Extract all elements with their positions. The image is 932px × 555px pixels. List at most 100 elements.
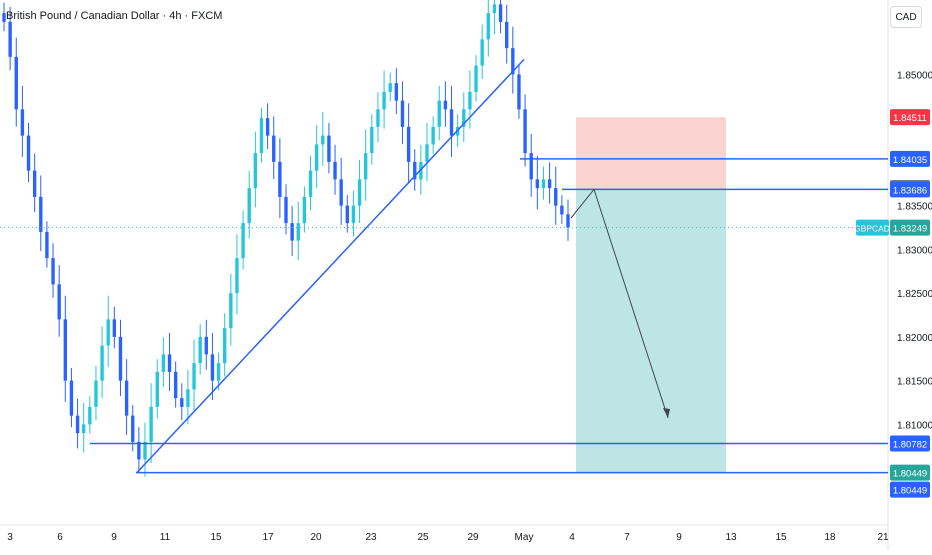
y-tick-label: 1.85000 bbox=[897, 70, 932, 81]
candle-up bbox=[462, 109, 466, 127]
y-tick-label: 1.81000 bbox=[897, 420, 932, 431]
x-tick-label: 15 bbox=[210, 532, 222, 543]
candle-up bbox=[216, 363, 221, 381]
price-tag-label: 1.80449 bbox=[893, 486, 927, 497]
candle-up bbox=[149, 406, 153, 442]
axis-layer: 1.85000 1.83500 1.83000 1.82500 1.82000 1.815… bbox=[7, 70, 932, 543]
candle-down bbox=[210, 354, 215, 381]
candle-up bbox=[357, 179, 362, 206]
y-tick-label: 1.83500 bbox=[897, 202, 932, 213]
candle-down bbox=[443, 100, 448, 110]
x-tick-label: 4 bbox=[569, 532, 575, 543]
candle-down bbox=[327, 135, 331, 162]
candle-down bbox=[547, 179, 552, 189]
candle-down bbox=[8, 21, 12, 57]
x-tick-label: 9 bbox=[111, 532, 117, 543]
x-tick-label: 21 bbox=[877, 532, 889, 543]
price-tag bbox=[890, 219, 930, 236]
candle-down bbox=[498, 4, 503, 22]
candle-down bbox=[394, 83, 399, 101]
price-tags-layer: 1.845111.840351.837021.836861.832491.807… bbox=[854, 109, 930, 498]
candle-down bbox=[554, 188, 558, 206]
x-tick-label: 25 bbox=[417, 532, 429, 543]
candle-up bbox=[88, 406, 92, 425]
candle-down bbox=[20, 109, 25, 136]
candle-up bbox=[468, 91, 472, 110]
candle-up bbox=[351, 205, 356, 224]
price-tag-label: 1.84035 bbox=[893, 155, 927, 166]
candle-up bbox=[302, 196, 307, 224]
candle-up bbox=[106, 319, 110, 346]
price-tag bbox=[890, 464, 930, 481]
candle-down bbox=[529, 153, 533, 180]
x-tick-label: 18 bbox=[824, 532, 836, 543]
position-zones bbox=[576, 117, 726, 473]
candle-down bbox=[112, 319, 117, 337]
candle-down bbox=[118, 336, 123, 381]
x-tick-label: 6 bbox=[57, 532, 63, 543]
candle-up bbox=[296, 223, 300, 241]
trendline bbox=[136, 58, 525, 474]
price-tag-label: 1.80449 bbox=[893, 469, 927, 480]
candle-down bbox=[517, 74, 521, 110]
y-tick-label: 1.81500 bbox=[897, 377, 932, 388]
candle-up bbox=[492, 4, 497, 14]
candle-up bbox=[198, 336, 202, 364]
candle-up bbox=[186, 389, 190, 407]
candle-down bbox=[137, 441, 141, 460]
symbol-tag-label: GBPCAD bbox=[854, 224, 890, 234]
projection-arrow-line bbox=[570, 188, 669, 419]
candle-up bbox=[382, 91, 386, 110]
stop-loss-zone bbox=[576, 117, 726, 190]
candle-up bbox=[192, 363, 196, 390]
candle-down bbox=[339, 179, 343, 206]
candle-up bbox=[241, 223, 245, 259]
x-tick-label: 9 bbox=[676, 532, 682, 543]
currency-button[interactable]: CAD bbox=[890, 6, 922, 28]
candle-up bbox=[155, 371, 159, 407]
candle-up bbox=[364, 153, 368, 180]
candle-down bbox=[14, 56, 18, 110]
candle-up bbox=[82, 424, 86, 434]
candle-down bbox=[124, 380, 129, 416]
x-tick-label: May bbox=[515, 532, 534, 543]
candle-up bbox=[376, 109, 380, 127]
candle-up bbox=[308, 170, 313, 197]
candle-up bbox=[437, 100, 441, 127]
projection-arrow-head bbox=[663, 408, 670, 418]
candle-down bbox=[333, 161, 337, 180]
candle-down bbox=[284, 196, 288, 224]
candle-up bbox=[314, 144, 319, 171]
candle-up bbox=[100, 345, 104, 381]
candle-down bbox=[63, 319, 67, 381]
candle-up bbox=[370, 126, 374, 154]
price-tag bbox=[890, 435, 930, 452]
y-tick-label: 1.82000 bbox=[897, 333, 932, 344]
candle-up bbox=[541, 179, 546, 189]
candle-down bbox=[32, 170, 37, 197]
price-tag bbox=[890, 109, 930, 126]
x-tick-label: 29 bbox=[467, 532, 479, 543]
x-tick-label: 13 bbox=[725, 532, 737, 543]
chart-title: British Pound / Canadian Dollar · 4h · F… bbox=[6, 10, 223, 22]
candle-up bbox=[388, 83, 392, 92]
candle-down bbox=[566, 214, 570, 228]
candle-down bbox=[2, 13, 6, 22]
candle-down bbox=[69, 380, 74, 416]
candle-down bbox=[345, 205, 349, 224]
candle-down bbox=[39, 196, 43, 232]
candle-up bbox=[161, 354, 166, 372]
candle-up bbox=[247, 188, 251, 224]
candle-down bbox=[173, 371, 178, 399]
price-tag-label: 1.84511 bbox=[893, 113, 927, 124]
candle-up bbox=[431, 126, 435, 145]
price-tag bbox=[890, 181, 930, 198]
candle-down bbox=[272, 135, 276, 162]
x-tick-label: 3 bbox=[7, 532, 13, 543]
price-tag-label: 1.80782 bbox=[893, 439, 927, 450]
candle-up bbox=[94, 380, 98, 407]
candle-down bbox=[560, 205, 564, 215]
price-tag bbox=[890, 150, 930, 167]
